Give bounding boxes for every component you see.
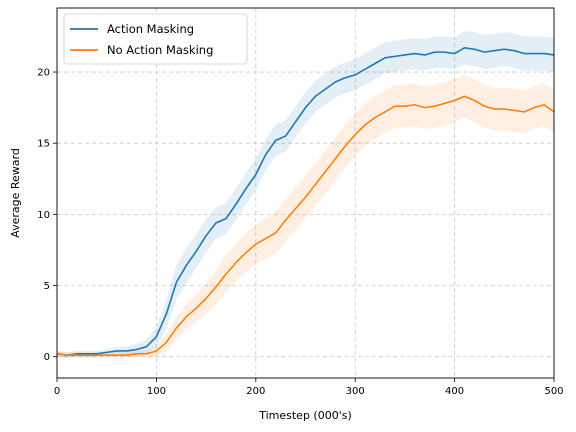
y-tick-label: 10 xyxy=(37,210,50,221)
series-line-0 xyxy=(56,47,555,357)
axis-ticks: 0 100 200 300 400 500 0 5 10 15 20 xyxy=(37,68,563,397)
plot-frame xyxy=(56,7,555,379)
x-tick-label: 400 xyxy=(445,386,464,397)
x-tick-label: 300 xyxy=(346,386,365,397)
series-bands xyxy=(57,30,554,359)
legend-box xyxy=(63,13,248,65)
series-lines xyxy=(56,47,555,357)
series-band-1 xyxy=(57,74,554,359)
x-tick-label: 200 xyxy=(246,386,265,397)
y-tick-label: 5 xyxy=(44,281,50,292)
y-axis-label: Average Reward xyxy=(9,148,22,238)
legend-label: Action Masking xyxy=(107,22,194,36)
y-tick-label: 15 xyxy=(37,139,50,150)
series-line-1 xyxy=(56,95,555,357)
y-tick-label: 0 xyxy=(44,352,50,363)
x-tick-label: 100 xyxy=(147,386,166,397)
y-tick-label: 20 xyxy=(37,68,50,79)
grid xyxy=(56,8,555,378)
x-tick-label: 500 xyxy=(544,386,563,397)
series-band-0 xyxy=(57,30,554,359)
x-axis-label: Timestep (000's) xyxy=(258,409,352,422)
legend-label: No Action Masking xyxy=(107,43,213,57)
legend: Action Masking No Action Masking xyxy=(63,13,248,65)
x-tick-label: 0 xyxy=(54,386,60,397)
